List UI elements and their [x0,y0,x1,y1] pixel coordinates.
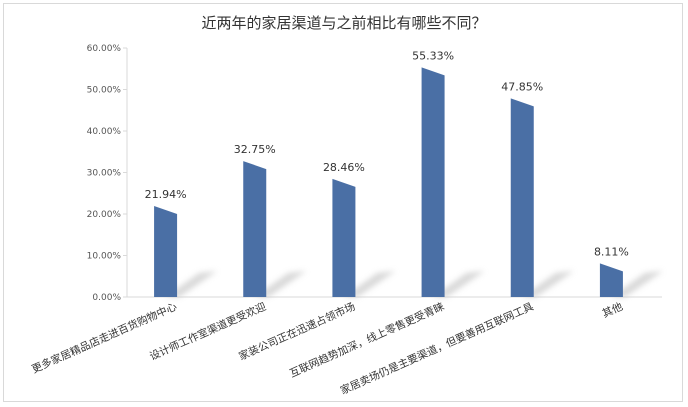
x-tick-label: 互联网趋势加深，线上零售更受青睐 [288,300,447,380]
bar-shadow [165,271,218,297]
bar [332,178,356,297]
bar-value-label: 21.94% [145,188,187,201]
bar-shadow [254,271,307,297]
bar-shadow [522,271,574,297]
bar [510,98,534,297]
bar [243,161,267,297]
bar-value-label: 8.11% [594,245,629,258]
label-layer: 21.94%更多家居精品店走进百货购物中心32.75%设计师工作室渠道更受欢迎2… [30,49,629,397]
axis-layer: 0.00% 10.00% 20.00% 30.00% 40.00% 50.00% 60.00… [87,44,662,303]
y-tick-label: 10.00% [87,252,122,262]
x-tick-label: 其他 [600,300,625,321]
bar-shadow [343,271,396,297]
bar-value-label: 47.85% [501,80,543,93]
bar-value-label: 32.75% [234,143,276,156]
bar-value-label: 55.33% [412,49,454,62]
bar [421,67,445,298]
chart-title: 近两年的家居渠道与之前相比有哪些不同？ [201,14,487,32]
bar-shadow [611,271,663,297]
y-tick-label: 60.00% [87,44,122,54]
y-tick-label: 0.00% [92,293,121,303]
bar-layer [154,67,623,298]
y-tick-label: 50.00% [87,86,122,96]
bar-value-label: 28.46% [323,161,365,174]
bar-shadow [433,271,485,297]
y-tick-label: 20.00% [87,210,122,220]
bar [599,263,623,297]
shadow-layer [165,271,663,297]
bar [154,205,178,297]
y-tick-label: 40.00% [87,127,122,137]
y-tick-label: 30.00% [87,169,122,179]
x-tick-label: 更多家居精品店走进百货购物中心 [30,300,180,376]
